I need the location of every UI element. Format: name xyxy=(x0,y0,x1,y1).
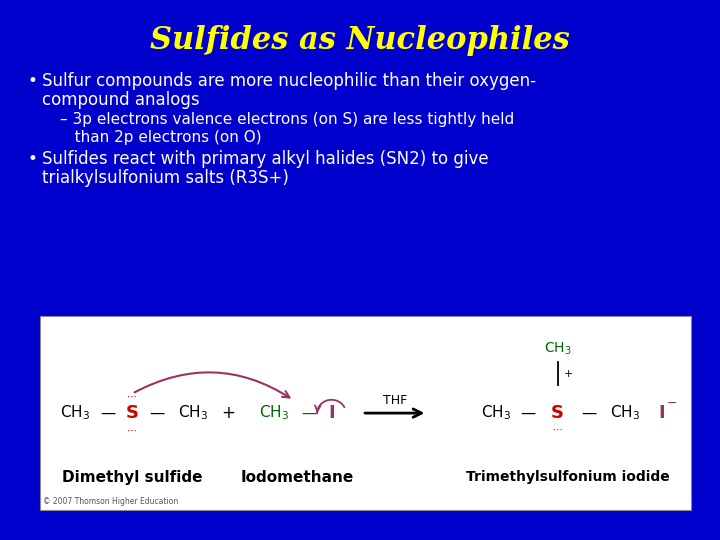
FancyArrowPatch shape xyxy=(135,373,289,397)
Text: CH$_3$: CH$_3$ xyxy=(544,341,572,357)
Text: CH$_3$: CH$_3$ xyxy=(610,404,640,422)
Text: —: — xyxy=(149,406,164,421)
Text: than 2p electrons (on O): than 2p electrons (on O) xyxy=(60,130,261,145)
Text: ⋯: ⋯ xyxy=(553,425,562,435)
Text: Trimethylsulfonium iodide: Trimethylsulfonium iodide xyxy=(466,470,670,484)
Text: S: S xyxy=(125,404,139,422)
Text: CH$_3$: CH$_3$ xyxy=(178,404,208,422)
Text: —: — xyxy=(521,406,536,421)
Text: ⋯: ⋯ xyxy=(127,426,137,435)
Text: Sulfides as Nucleophiles: Sulfides as Nucleophiles xyxy=(150,25,570,56)
Text: – 3p electrons valence electrons (on S) are less tightly held: – 3p electrons valence electrons (on S) … xyxy=(60,112,514,127)
Text: +: + xyxy=(564,369,573,379)
Text: © 2007 Thomson Higher Education: © 2007 Thomson Higher Education xyxy=(43,497,178,505)
Text: Sulfur compounds are more nucleophilic than their oxygen-: Sulfur compounds are more nucleophilic t… xyxy=(42,72,536,90)
Text: —: — xyxy=(100,406,116,421)
Text: S: S xyxy=(551,404,564,422)
Text: compound analogs: compound analogs xyxy=(42,91,199,109)
Text: CH$_3$: CH$_3$ xyxy=(481,404,510,422)
Text: THF: THF xyxy=(382,394,407,407)
Text: Dimethyl sulfide: Dimethyl sulfide xyxy=(62,470,202,484)
Text: −: − xyxy=(667,397,677,410)
Text: Sulfides react with primary alkyl halides (SN2) to give: Sulfides react with primary alkyl halide… xyxy=(42,150,489,168)
Text: I: I xyxy=(328,404,335,422)
Bar xyxy=(40,316,691,510)
Text: I: I xyxy=(659,404,665,422)
Text: —: — xyxy=(302,406,317,421)
Text: trialkylsulfonium salts (R3S+): trialkylsulfonium salts (R3S+) xyxy=(42,169,289,187)
Text: Iodomethane: Iodomethane xyxy=(240,470,354,484)
Text: •: • xyxy=(28,72,38,90)
Text: •: • xyxy=(28,150,38,168)
Text: —: — xyxy=(581,406,597,421)
Text: CH$_3$: CH$_3$ xyxy=(60,404,91,422)
Text: +: + xyxy=(222,404,235,422)
Text: CH$_3$: CH$_3$ xyxy=(259,404,289,422)
Text: ⋯: ⋯ xyxy=(127,392,137,402)
